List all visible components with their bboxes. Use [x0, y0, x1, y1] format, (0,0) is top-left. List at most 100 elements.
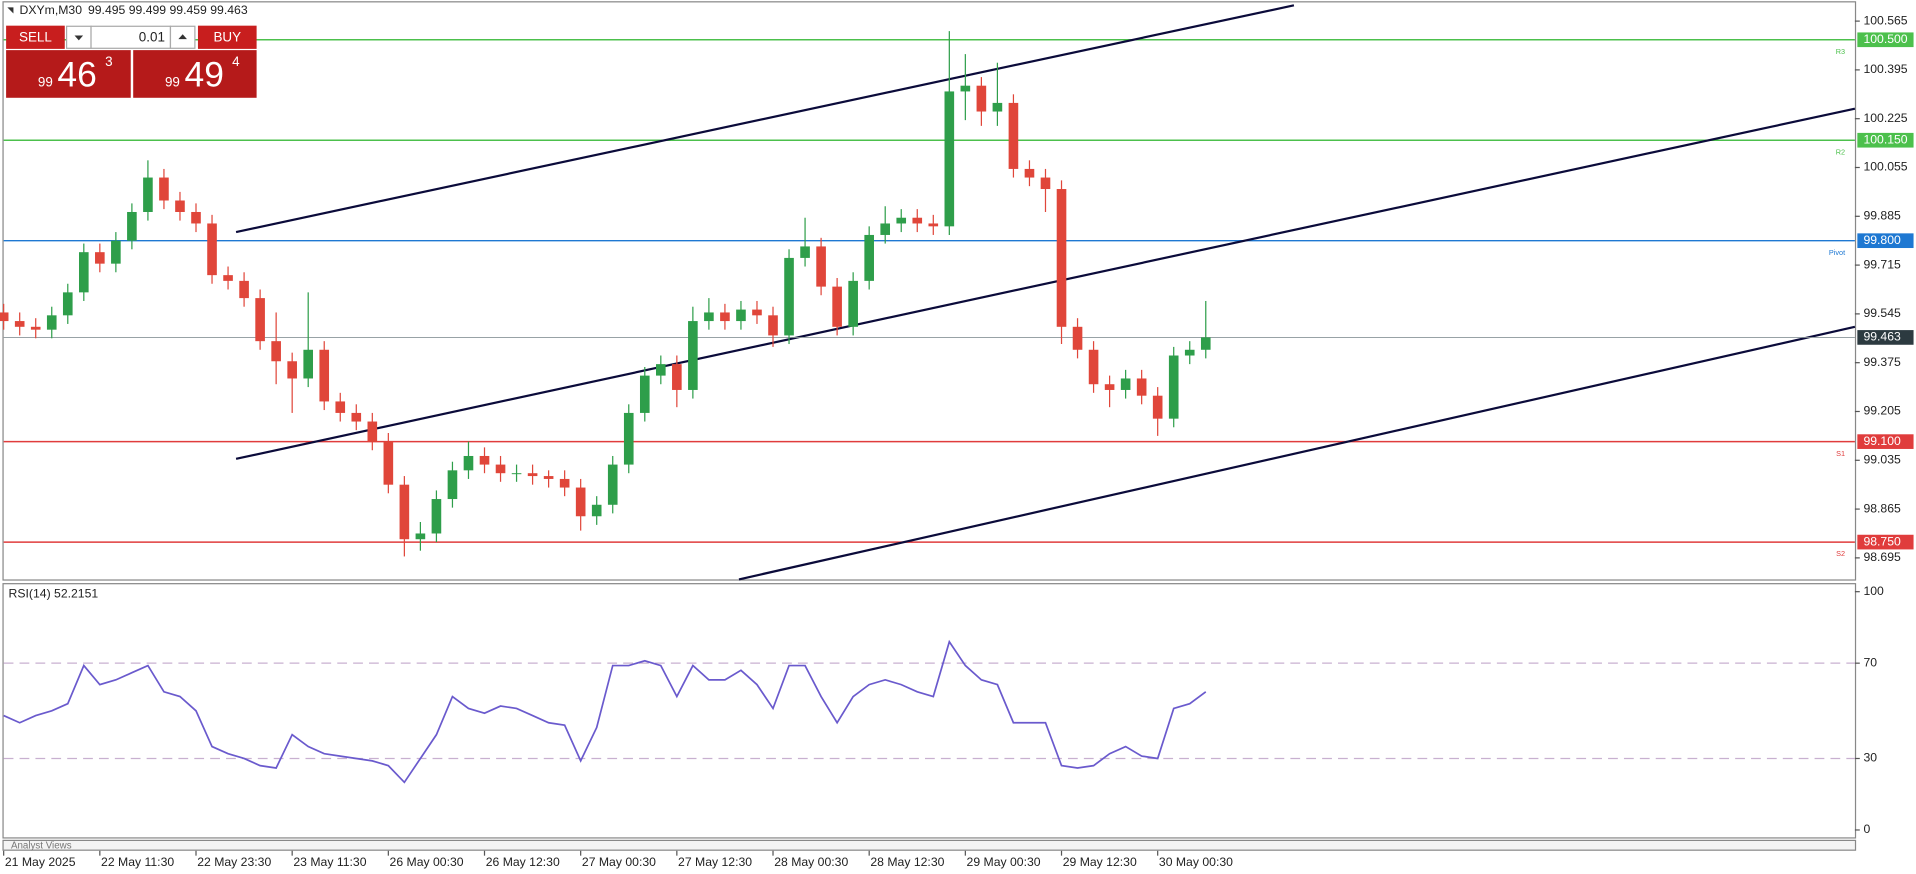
- candle-body: [127, 211, 137, 241]
- candle-body: [1008, 102, 1019, 169]
- candle-body: [399, 484, 410, 540]
- y-tick-label: 100.225: [1863, 111, 1907, 125]
- candle-body: [95, 252, 105, 264]
- analyst-views-tab[interactable]: Analyst Views: [11, 840, 72, 851]
- candle-body: [656, 364, 666, 376]
- x-tick-label: 22 May 23:30: [197, 855, 271, 869]
- candle-body: [175, 200, 185, 212]
- candle-body: [303, 349, 314, 379]
- candle-body: [415, 533, 426, 540]
- candle-body: [1200, 337, 1211, 350]
- y-tick-label: 99.885: [1863, 209, 1901, 223]
- sell-price-box[interactable]: [6, 50, 131, 98]
- candle-body: [704, 312, 714, 322]
- level-label: 100.500: [1863, 32, 1907, 46]
- candle-body: [752, 309, 762, 316]
- x-tick-label: 26 May 00:30: [390, 855, 464, 869]
- header: DXYm,M30 99.495 99.499 99.459 99.463: [7, 3, 248, 17]
- candle-body: [896, 217, 907, 224]
- candle-body: [223, 275, 233, 281]
- candle-body: [1072, 326, 1083, 350]
- candle-body: [527, 473, 538, 477]
- candle-body: [351, 412, 362, 422]
- sell-button[interactable]: [6, 25, 65, 49]
- candle-body: [768, 315, 778, 336]
- rsi-line: [3, 639, 1207, 784]
- level-label-bg: [1857, 534, 1914, 550]
- trend-line: [235, 4, 1295, 234]
- candle-body: [463, 455, 474, 471]
- y-tick-label: 100.395: [1863, 62, 1907, 76]
- x-tick-label: 21 May 2025: [5, 855, 76, 869]
- candle-body: [271, 341, 281, 362]
- x-tick-label: 23 May 11:30: [293, 855, 366, 869]
- candle-body: [1040, 177, 1051, 190]
- candle-body: [672, 364, 682, 390]
- candle-body: [832, 286, 842, 327]
- y-tick-label: 99.545: [1863, 306, 1901, 320]
- candle-body: [431, 499, 442, 534]
- candle-body: [207, 223, 217, 276]
- candle-body: [111, 240, 121, 264]
- candle-body: [447, 470, 458, 500]
- sell-price-big: 99: [38, 75, 53, 90]
- candle-body: [639, 375, 650, 413]
- x-tick-label: 28 May 12:30: [870, 855, 944, 869]
- y-tick-label: 100.565: [1863, 13, 1907, 27]
- bottom-strip: [2, 839, 1857, 851]
- rsi-pane-frame: [2, 583, 1857, 839]
- candle-body: [383, 441, 394, 485]
- candle-body: [1088, 349, 1099, 385]
- buy-price-box[interactable]: [133, 50, 257, 98]
- candle-body: [848, 280, 858, 327]
- candle-body: [46, 315, 57, 330]
- level-label-bg: [1857, 434, 1914, 449]
- candle-body: [239, 280, 249, 299]
- level-label: 99.100: [1863, 434, 1901, 448]
- candle-body: [143, 177, 153, 212]
- candle-body: [864, 234, 874, 281]
- candle-body: [319, 349, 330, 402]
- rsi-title: RSI(14) 52.2151: [9, 586, 99, 600]
- trade-panel: SELL 0.01 BUY 99 46 3 99 49 4: [6, 25, 257, 98]
- candle-body: [0, 312, 9, 322]
- y-tick-label: 70: [1863, 655, 1877, 669]
- level-tag: R3: [1836, 47, 1845, 56]
- candle-body: [1184, 349, 1195, 356]
- level-tag: S2: [1836, 549, 1845, 558]
- buy-button[interactable]: [197, 25, 257, 49]
- candle-body: [800, 246, 810, 258]
- x-tick-label: 27 May 12:30: [678, 855, 752, 869]
- y-tick-label: 100: [1863, 584, 1884, 598]
- y-tick-label: 98.695: [1863, 550, 1901, 564]
- buy-price-small: 4: [232, 54, 240, 69]
- candle-body: [736, 309, 746, 322]
- candle-body: [928, 223, 939, 227]
- level-label-bg: [1857, 32, 1914, 48]
- y-tick-label: 99.035: [1863, 453, 1901, 467]
- x-tick-label: 22 May 11:30: [101, 855, 174, 869]
- y-tick-label: 99.205: [1863, 404, 1901, 418]
- level-tag: S1: [1836, 449, 1845, 458]
- candle-body: [880, 223, 891, 235]
- candle-body: [511, 473, 522, 475]
- candle-body: [255, 298, 265, 342]
- candle-body: [688, 321, 698, 390]
- up-arrow: [178, 34, 187, 40]
- candle-body: [543, 476, 554, 479]
- sell-label: SELL: [19, 29, 52, 44]
- candle-body: [159, 177, 169, 201]
- candle-body: [816, 246, 826, 287]
- candle-body: [912, 217, 923, 224]
- candle-body: [1120, 378, 1131, 390]
- candle-body: [14, 321, 25, 327]
- y-tick-label: 99.715: [1863, 257, 1901, 271]
- candle-body: [495, 464, 506, 474]
- x-tick-label: 28 May 00:30: [774, 855, 848, 869]
- candle-body: [944, 91, 955, 227]
- candle-body: [607, 464, 618, 505]
- ohlc-quote: 99.495 99.499 99.459 99.463: [88, 3, 248, 17]
- symbol: DXYm,M30: [20, 3, 83, 17]
